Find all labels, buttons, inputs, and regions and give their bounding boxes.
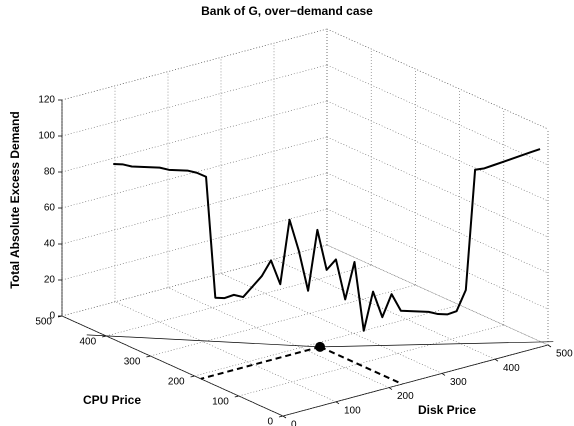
chart-title: Bank of G, over−demand case [201, 4, 373, 18]
tick-mark [190, 375, 195, 378]
tick-mark [234, 395, 239, 398]
grid-line [61, 100, 328, 173]
grid-line [61, 172, 328, 245]
grid-line [61, 28, 328, 101]
grid-line [282, 344, 549, 417]
z-tick-label: 60 [44, 203, 56, 214]
y-tick-label: 300 [450, 377, 467, 388]
tick-mark [441, 373, 446, 376]
z-tick-label: 0 [49, 311, 55, 322]
grid-line [61, 136, 328, 209]
tick-mark [388, 387, 393, 390]
tick-mark [282, 415, 287, 419]
grid-line [238, 324, 504, 397]
x-tick-label: 500 [35, 317, 52, 328]
grid-line [106, 264, 372, 337]
grid-line [61, 64, 328, 137]
box-edge [61, 315, 284, 417]
projection-line [319, 345, 403, 385]
equilibrium-point [315, 341, 326, 352]
x-axis-label: CPU Price [83, 393, 141, 407]
grid-line [61, 208, 328, 281]
projection-line [86, 334, 321, 348]
x-tick-label: 300 [124, 357, 141, 368]
z-axis-label: Total Absolute Excess Demand [8, 111, 22, 288]
z-tick-label: 120 [38, 95, 55, 106]
x-tick-label: 200 [168, 377, 185, 388]
y-tick-label: 100 [344, 405, 361, 416]
y-tick-label: 0 [291, 420, 297, 426]
grid-line [61, 244, 328, 317]
projection-line [200, 345, 321, 380]
z-tick-label: 20 [44, 275, 56, 286]
z-tick-label: 80 [44, 167, 56, 178]
z-tick-label: 40 [44, 239, 56, 250]
y-axis-label: Disk Price [418, 403, 476, 417]
tick-mark [278, 415, 284, 418]
tick-mark [102, 335, 107, 338]
demand-curve [113, 148, 541, 332]
y-tick-label: 500 [556, 349, 573, 360]
x-tick-label: 400 [80, 337, 97, 348]
tick-mark [494, 358, 499, 362]
tick-mark [146, 355, 151, 358]
y-tick-label: 400 [503, 363, 520, 374]
grid-line [194, 304, 460, 377]
tick-mark [547, 344, 552, 348]
x-tick-label: 100 [212, 397, 229, 408]
z-tick-label: 100 [38, 131, 55, 142]
tick-mark [335, 401, 340, 405]
projection-line [320, 341, 554, 348]
y-tick-label: 200 [397, 391, 414, 402]
x-tick-label: 0 [267, 417, 273, 426]
